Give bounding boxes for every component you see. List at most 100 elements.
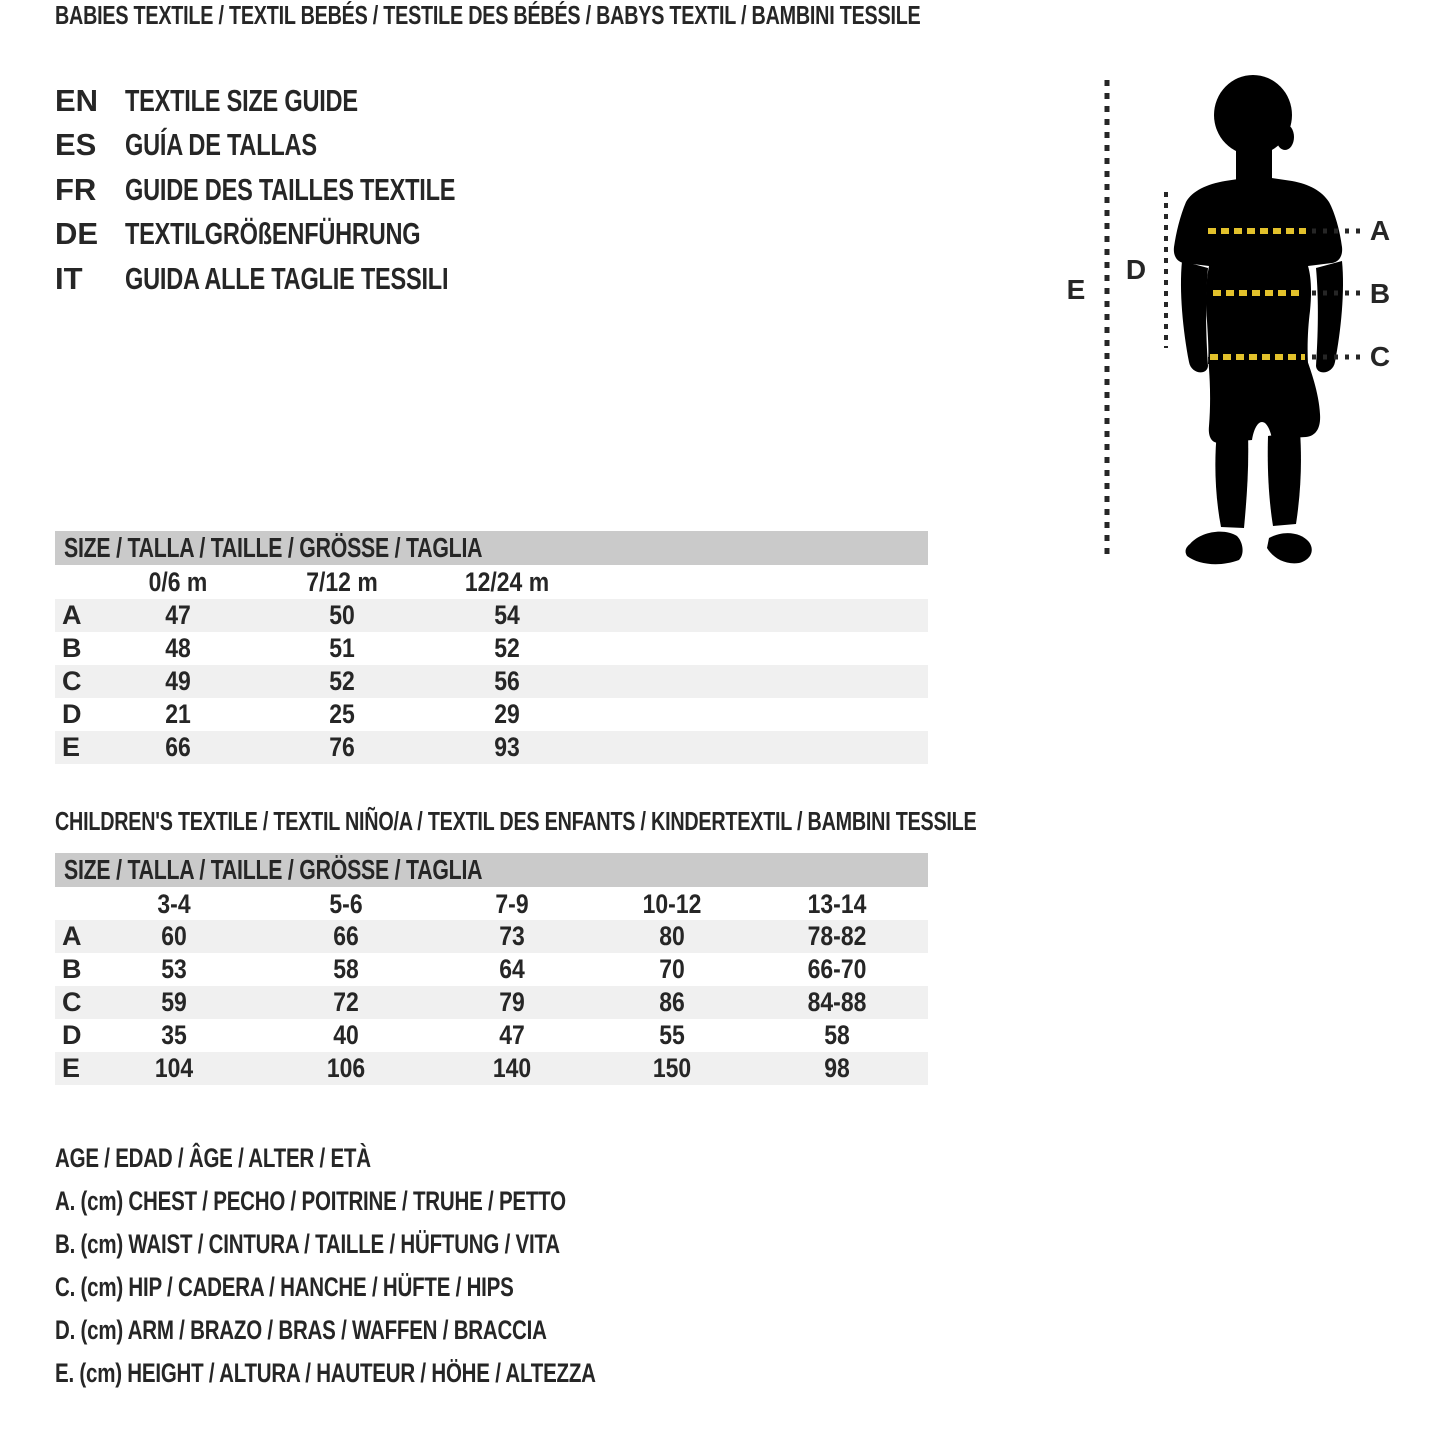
cell-value: 93 <box>494 732 520 762</box>
measurement-diagram <box>1104 75 1363 565</box>
column-header: 7-9 <box>495 889 529 919</box>
table-row: B 53 58 64 70 66-70 <box>55 953 928 986</box>
cell-value: 56 <box>494 666 520 696</box>
children-section-heading: CHILDREN'S TEXTILE / TEXTIL NIÑO/A / TEX… <box>55 806 977 836</box>
column-header: 0/6 m <box>148 567 208 597</box>
table-row: B 48 51 52 <box>55 632 928 665</box>
cell-value: 35 <box>161 1020 187 1050</box>
cell-value: 66 <box>165 732 191 762</box>
size-header-label: SIZE / TALLA / TAILLE / GRÖSSE / TAGLIA <box>64 854 483 885</box>
column-header: 7/12 m <box>306 567 378 597</box>
row-label: D <box>62 699 82 729</box>
cell-value: 76 <box>329 732 355 762</box>
cell-value: 52 <box>329 666 355 696</box>
cell-value: 40 <box>333 1020 359 1050</box>
lang-code: DE <box>55 216 99 251</box>
lang-code: FR <box>55 172 97 207</box>
cell-value: 25 <box>329 699 355 729</box>
column-header: 12/24 m <box>464 567 550 597</box>
cell-value: 72 <box>333 987 359 1017</box>
right-arm <box>1316 261 1344 373</box>
legend-line-hip: C. (cm) HIP / CADERA / HANCHE / HÜFTE / … <box>55 1272 514 1302</box>
column-header: 10-12 <box>642 889 702 919</box>
children-size-header-bar: SIZE / TALLA / TAILLE / GRÖSSE / TAGLIA <box>55 853 928 887</box>
cell-value: 79 <box>499 987 525 1017</box>
cell-value: 51 <box>329 633 355 663</box>
table-row: E 104 106 140 150 98 <box>55 1052 928 1085</box>
cell-value: 58 <box>824 1020 850 1050</box>
babies-size-header-bar: SIZE / TALLA / TAILLE / GRÖSSE / TAGLIA <box>55 531 928 565</box>
left-leg <box>1215 431 1249 528</box>
table-row: A 60 66 73 80 78-82 <box>55 920 928 953</box>
table-row: A 47 50 54 <box>55 599 928 632</box>
legend-line-waist: B. (cm) WAIST / CINTURA / TAILLE / HÜFTU… <box>55 1229 560 1259</box>
cell-value: 58 <box>333 954 359 984</box>
lang-title: GUIDA ALLE TAGLIE TESSILI <box>125 261 449 296</box>
child-silhouette <box>1173 75 1344 565</box>
cell-value: 50 <box>329 600 355 630</box>
cell-value: 80 <box>659 921 685 951</box>
legend-age-line: AGE / EDAD / ÂGE / ALTER / ETÀ <box>55 1143 371 1173</box>
size-header-label: SIZE / TALLA / TAILLE / GRÖSSE / TAGLIA <box>64 532 483 563</box>
column-header: 3-4 <box>157 889 191 919</box>
children-column-header-row: 3-4 5-6 7-9 10-12 13-14 <box>55 887 928 921</box>
cell-value: 48 <box>165 633 191 663</box>
cell-value: 150 <box>652 1053 692 1083</box>
cell-value: 98 <box>824 1053 850 1083</box>
row-label: B <box>62 954 82 984</box>
row-label: D <box>62 1020 82 1050</box>
row-label: C <box>62 987 82 1017</box>
row-label: A <box>62 600 82 630</box>
cell-value: 78-82 <box>807 921 867 951</box>
figure-label-e: E <box>1066 274 1086 305</box>
babies-column-header-row: 0/6 m 7/12 m 12/24 m <box>55 565 928 599</box>
cell-value: 66-70 <box>807 954 867 984</box>
lang-title: TEXTILGRÖßENFÜHRUNG <box>125 216 421 251</box>
lang-code: ES <box>55 127 97 162</box>
figure-label-a: A <box>1369 215 1391 246</box>
lang-title: GUÍA DE TALLAS <box>125 127 317 162</box>
table-row: C 59 72 79 86 84-88 <box>55 986 928 1019</box>
cell-value: 52 <box>494 633 520 663</box>
cell-value: 47 <box>499 1020 525 1050</box>
cell-value: 84-88 <box>807 987 867 1017</box>
legend-line-height: E. (cm) HEIGHT / ALTURA / HAUTEUR / HÖHE… <box>55 1358 596 1388</box>
lang-title: TEXTILE SIZE GUIDE <box>125 83 358 118</box>
cell-value: 86 <box>659 987 685 1017</box>
table-row: D 35 40 47 55 58 <box>55 1019 928 1052</box>
cell-value: 64 <box>499 954 525 984</box>
table-row: D 21 25 29 <box>55 698 928 731</box>
cell-value: 106 <box>326 1053 366 1083</box>
cell-value: 70 <box>659 954 685 984</box>
figure-label-b: B <box>1369 278 1391 309</box>
row-label: E <box>62 1053 81 1083</box>
row-label: A <box>62 921 82 951</box>
figure-label-d: D <box>1125 254 1147 285</box>
figure-label-c: C <box>1369 341 1391 372</box>
cell-value: 49 <box>165 666 191 696</box>
cell-value: 54 <box>494 600 520 630</box>
head <box>1214 75 1292 155</box>
legend-line-chest: A. (cm) CHEST / PECHO / POITRINE / TRUHE… <box>55 1186 566 1216</box>
table-row: C 49 52 56 <box>55 665 928 698</box>
ear <box>1276 124 1294 150</box>
cell-value: 59 <box>161 987 187 1017</box>
table-row: E 66 76 93 <box>55 731 928 764</box>
row-label: E <box>62 732 81 762</box>
babies-section-heading: BABIES TEXTILE / TEXTIL BEBÉS / TESTILE … <box>55 0 921 30</box>
column-header: 13-14 <box>807 889 867 919</box>
cell-value: 73 <box>499 921 525 951</box>
row-label: C <box>62 666 82 696</box>
cell-value: 21 <box>165 699 191 729</box>
right-shoe <box>1267 533 1312 564</box>
column-header: 5-6 <box>329 889 363 919</box>
cell-value: 47 <box>165 600 191 630</box>
cell-value: 55 <box>659 1020 685 1050</box>
lang-code: EN <box>55 83 99 118</box>
shirt <box>1173 176 1343 364</box>
cell-value: 29 <box>494 699 520 729</box>
cell-value: 104 <box>154 1053 194 1083</box>
right-leg <box>1267 431 1301 526</box>
shorts <box>1208 357 1321 443</box>
